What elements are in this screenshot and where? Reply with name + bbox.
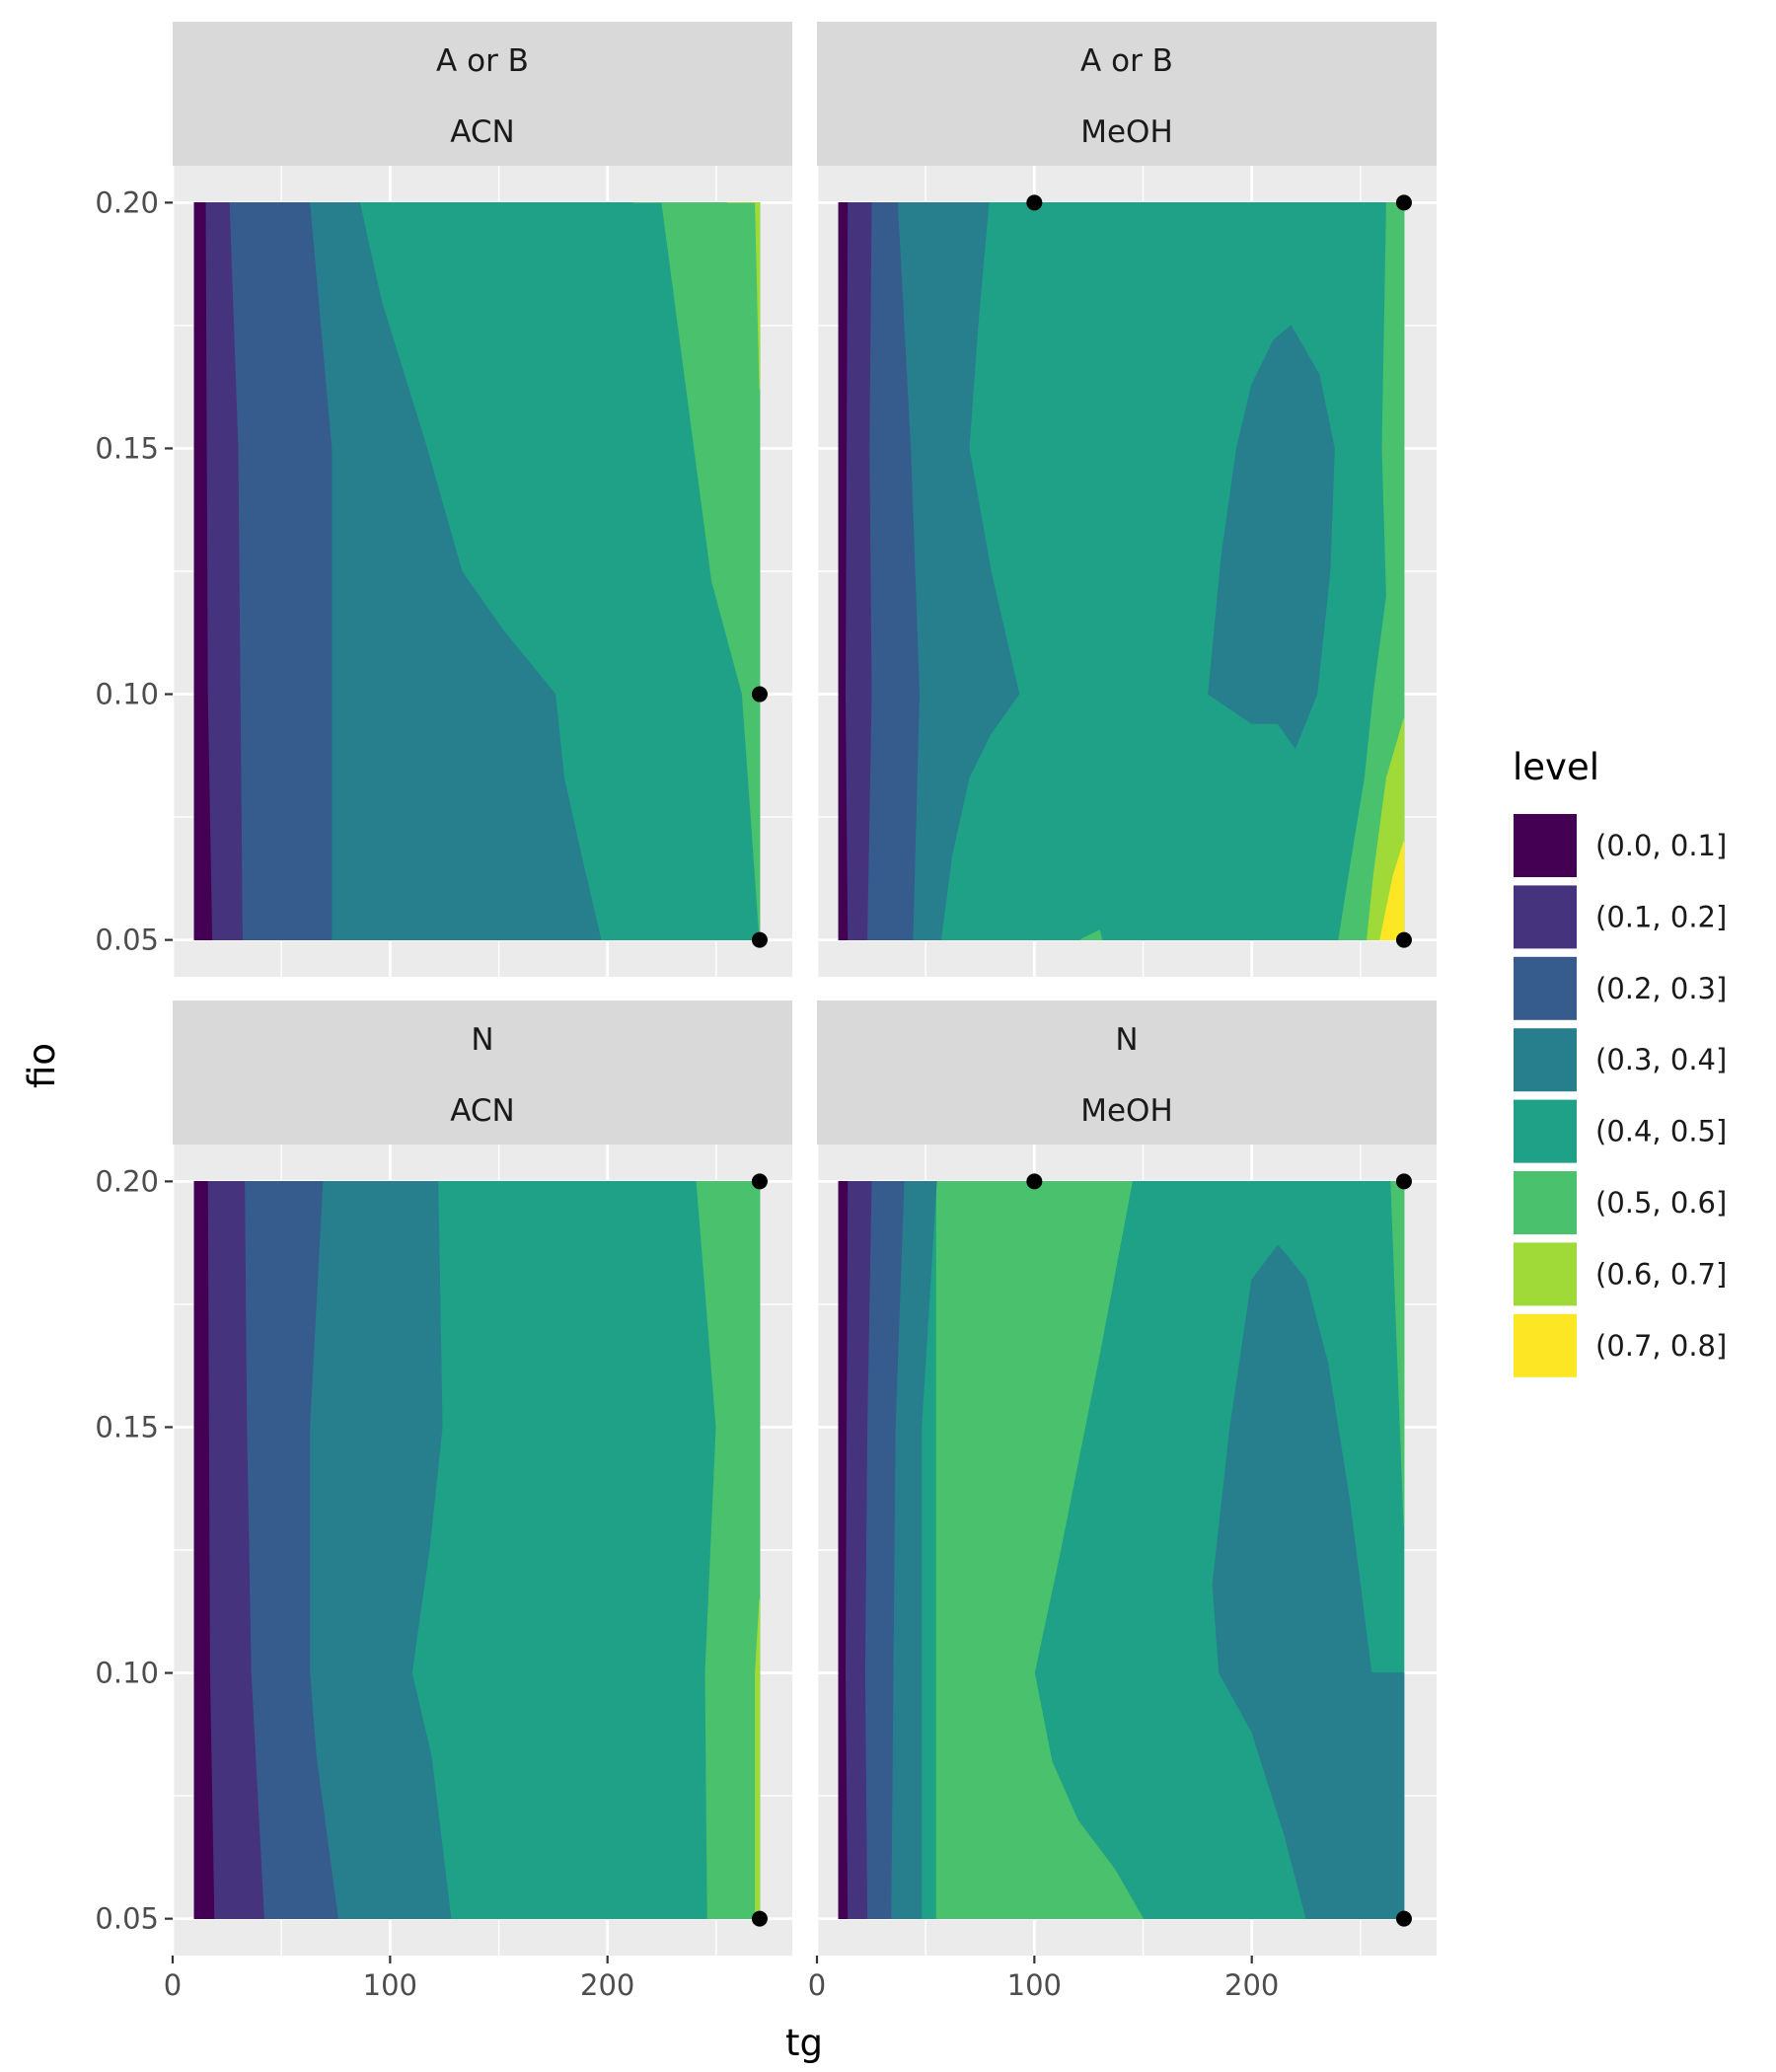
y-tick-label: 0.10 [95,678,159,711]
y-tick-label: 0.15 [95,431,159,465]
contour-region [1379,841,1405,940]
legend-label: (0.5, 0.6] [1595,1186,1727,1220]
x-tick-label: 200 [580,1968,634,2002]
data-point [1395,931,1412,948]
legend-key [1512,1169,1579,1236]
contour-region [838,1181,849,1919]
y-tick-label: 0.20 [95,185,159,219]
legend-label: (0.3, 0.4] [1595,1043,1727,1076]
y-tick-label: 0.05 [95,1902,159,1936]
x-tick-label: 200 [1224,1968,1279,2002]
data-point [1395,194,1412,211]
legend-label: (0.4, 0.5] [1595,1115,1727,1148]
y-axis-title: fio [21,1043,63,1088]
data-point [1395,1173,1412,1190]
contour-region [838,201,849,940]
x-tick-label: 100 [1007,1968,1062,2002]
strip-label: A or B [1080,43,1173,79]
contour-regions [838,201,1405,940]
y-tick-label: 0.05 [95,924,159,957]
contour-region [1212,1244,1372,1919]
y-tick-label: 0.10 [95,1657,159,1690]
facet-strip [173,22,792,166]
y-tick-label: 0.15 [95,1410,159,1443]
facet-panel: A or B ACN [171,22,792,977]
x-tick-label: 0 [808,1968,826,2002]
facet-strip [817,22,1437,166]
contour-region [726,201,761,390]
data-point [751,1910,768,1927]
strip-label: ACN [450,1093,515,1129]
contour-region [193,201,213,940]
contour-region [1338,201,1405,940]
contour-region [193,1181,215,1919]
legend-label: (0.7, 0.8] [1595,1329,1727,1363]
contour-regions [193,201,761,940]
legend-label: (0.2, 0.3] [1595,972,1727,1005]
legend-key [1512,1240,1579,1308]
contour-region [843,201,872,940]
contour-region [1208,325,1335,750]
x-tick-label: 100 [363,1968,417,2002]
data-point [751,931,768,948]
legend-key [1512,812,1579,879]
panels: A or B ACN A or B MeOH N ACN N MeOH [171,22,1437,1956]
data-point [1395,1910,1412,1927]
data-point [751,686,768,703]
legend-key [1512,954,1579,1022]
facet-panel: N ACN [171,1000,792,1956]
y-tick-label: 0.20 [95,1164,159,1198]
data-point [1026,1173,1043,1190]
legend-label: (0.1, 0.2] [1595,900,1727,933]
strip-label: A or B [436,43,529,79]
contour-region [935,1181,1145,1919]
legend-label: (0.6, 0.7] [1595,1257,1727,1291]
facet-panel: A or B MeOH [815,22,1437,977]
legend-key [1512,1311,1579,1379]
legend-key [1512,1026,1579,1094]
legend-key [1512,883,1579,951]
legend-label: (0.0, 0.1] [1595,829,1727,862]
legend-title: level [1513,746,1599,788]
axes: 0.05 0.10 0.15 0.20 0.05 0.10 0.15 0.20 0 100 200 0… [21,185,1279,2064]
strip-label: ACN [450,114,515,150]
strip-label: N [1115,1022,1138,1058]
strip-label: N [471,1022,493,1058]
x-tick-label: 0 [164,1968,182,2002]
strip-label: MeOH [1080,1093,1173,1129]
data-point [751,1173,768,1190]
strip-label: MeOH [1080,114,1173,150]
facet-strip [817,1000,1437,1145]
legend: level (0.0, 0.1] (0.1, 0.2] (0.2, 0.3] (0.3,… [1512,746,1727,1379]
data-point [1026,194,1043,211]
facet-strip [173,1000,792,1145]
contour-regions [838,1181,1405,1919]
legend-key [1512,1097,1579,1165]
contour-region [1079,929,1103,940]
x-axis-title: tg [785,2022,823,2064]
facet-panel: N MeOH [815,1000,1437,1956]
contour-regions [193,1181,761,1919]
